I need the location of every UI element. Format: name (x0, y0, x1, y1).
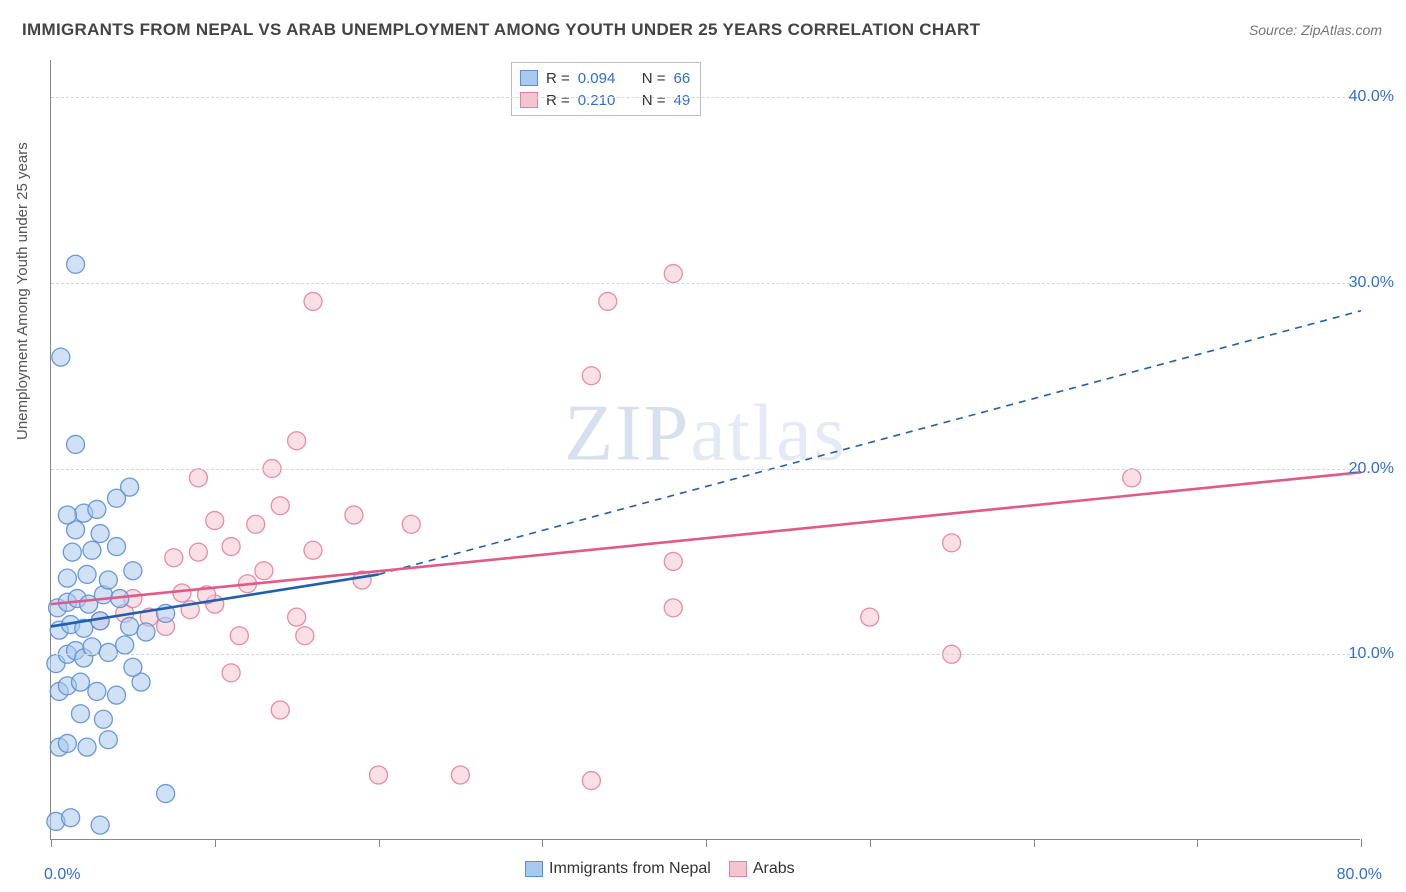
scatter-point (99, 643, 117, 661)
x-tick (1197, 839, 1198, 847)
source-name: ZipAtlas.com (1301, 22, 1382, 38)
plot-svg (51, 60, 1360, 839)
x-tick (1361, 839, 1362, 847)
scatter-point (116, 636, 134, 654)
scatter-point (271, 701, 289, 719)
scatter-point (58, 734, 76, 752)
y-tick-label: 40.0% (1349, 88, 1394, 106)
source-attribution: Source: ZipAtlas.com (1249, 22, 1382, 38)
scatter-point (157, 785, 175, 803)
scatter-point (296, 627, 314, 645)
scatter-point (83, 638, 101, 656)
scatter-point (88, 500, 106, 518)
scatter-point (304, 541, 322, 559)
scatter-point (108, 489, 126, 507)
scatter-point (91, 525, 109, 543)
y-axis-label: Unemployment Among Youth under 25 years (14, 142, 31, 440)
scatter-point (173, 584, 191, 602)
scatter-point (599, 292, 617, 310)
scatter-point (62, 809, 80, 827)
scatter-point (230, 627, 248, 645)
scatter-point (288, 608, 306, 626)
y-tick-label: 10.0% (1349, 645, 1394, 663)
scatter-point (67, 435, 85, 453)
scatter-point (58, 569, 76, 587)
x-axis-start-label: 0.0% (44, 866, 80, 884)
scatter-point (1123, 469, 1141, 487)
scatter-point (582, 367, 600, 385)
legend-label-series-1: Arabs (753, 860, 795, 878)
scatter-point (108, 686, 126, 704)
scatter-point (83, 541, 101, 559)
scatter-point (165, 549, 183, 567)
regression-line (51, 472, 1361, 604)
scatter-point (582, 772, 600, 790)
scatter-point (222, 538, 240, 556)
legend-swatch-series-0 (525, 861, 543, 877)
scatter-point (189, 469, 207, 487)
plot-area: ZIPatlas R = 0.094 N = 66 R = 0.210 N = … (50, 60, 1360, 840)
x-axis-end-label: 80.0% (1337, 866, 1382, 884)
scatter-point (124, 562, 142, 580)
scatter-point (943, 534, 961, 552)
gridline-h (51, 283, 1360, 284)
x-tick (870, 839, 871, 847)
source-prefix: Source: (1249, 22, 1301, 38)
scatter-point (71, 673, 89, 691)
scatter-point (304, 292, 322, 310)
scatter-point (255, 562, 273, 580)
x-tick (542, 839, 543, 847)
scatter-point (861, 608, 879, 626)
scatter-point (206, 512, 224, 530)
scatter-point (94, 710, 112, 728)
scatter-point (52, 348, 70, 366)
chart-title: IMMIGRANTS FROM NEPAL VS ARAB UNEMPLOYME… (22, 20, 980, 40)
scatter-point (370, 766, 388, 784)
scatter-point (67, 255, 85, 273)
scatter-point (99, 571, 117, 589)
gridline-h (51, 654, 1360, 655)
scatter-point (121, 617, 139, 635)
legend-label-series-0: Immigrants from Nepal (549, 860, 711, 878)
scatter-point (664, 599, 682, 617)
legend-item-series-1: Arabs (729, 860, 795, 878)
legend-item-series-0: Immigrants from Nepal (525, 860, 711, 878)
scatter-point (664, 265, 682, 283)
scatter-point (88, 682, 106, 700)
x-tick (1034, 839, 1035, 847)
scatter-point (451, 766, 469, 784)
scatter-point (664, 552, 682, 570)
scatter-point (345, 506, 363, 524)
regression-line-dashed (379, 311, 1362, 575)
scatter-point (247, 515, 265, 533)
x-tick (379, 839, 380, 847)
bottom-legend: Immigrants from Nepal Arabs (525, 860, 795, 878)
x-tick (51, 839, 52, 847)
legend-swatch-series-1 (729, 861, 747, 877)
scatter-point (99, 731, 117, 749)
y-tick-label: 20.0% (1349, 460, 1394, 478)
scatter-point (108, 538, 126, 556)
gridline-h (51, 469, 1360, 470)
scatter-point (124, 658, 142, 676)
scatter-point (71, 705, 89, 723)
scatter-point (78, 565, 96, 583)
scatter-point (63, 543, 81, 561)
scatter-point (271, 497, 289, 515)
scatter-point (402, 515, 420, 533)
x-tick (706, 839, 707, 847)
scatter-point (78, 738, 96, 756)
scatter-point (189, 543, 207, 561)
scatter-point (91, 816, 109, 834)
y-tick-label: 30.0% (1349, 274, 1394, 292)
scatter-point (288, 432, 306, 450)
scatter-point (222, 664, 240, 682)
gridline-h (51, 97, 1360, 98)
scatter-point (58, 506, 76, 524)
scatter-point (137, 623, 155, 641)
x-tick (215, 839, 216, 847)
